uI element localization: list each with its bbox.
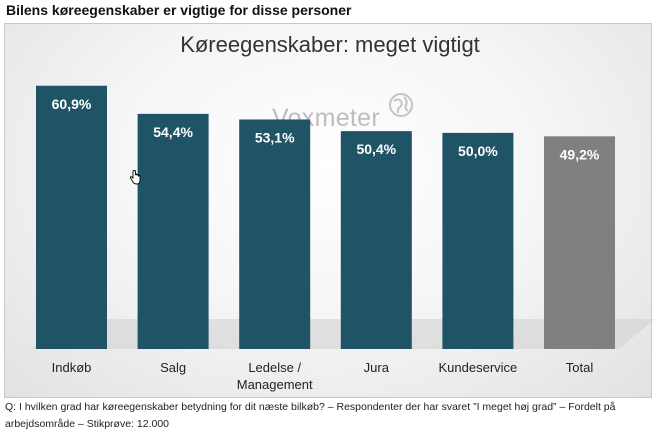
category-label-5: Total: [566, 360, 594, 375]
category-label-3: Jura: [364, 360, 390, 375]
data-label-3: 50,4%: [356, 141, 396, 157]
category-label-4: Kundeservice: [439, 360, 518, 375]
data-label-1: 54,4%: [153, 124, 193, 140]
bar-0: [36, 85, 107, 350]
category-label-1: Salg: [160, 360, 186, 375]
bar-2: [239, 119, 311, 349]
hand-cursor-icon: [129, 170, 141, 185]
bar-5: [544, 136, 615, 349]
bar-1: [137, 113, 209, 349]
chart-title: Køreegenskaber: meget vigtigt: [180, 32, 480, 57]
globe-icon: [389, 93, 413, 117]
data-label-0: 60,9%: [52, 96, 92, 112]
data-label-5: 49,2%: [560, 146, 600, 162]
page-heading: Bilens køreegenskaber er vigtige for dis…: [6, 2, 352, 18]
bar-3: [340, 131, 412, 349]
data-label-2: 53,1%: [255, 129, 295, 145]
data-label-4: 50,0%: [458, 143, 498, 159]
category-label-2: Ledelse / Management: [237, 360, 313, 392]
bar-4: [442, 132, 514, 349]
question-footnote: Q: I hvilken grad har køreegenskaber bet…: [5, 401, 616, 430]
category-label-0: Indkøb: [52, 360, 92, 375]
